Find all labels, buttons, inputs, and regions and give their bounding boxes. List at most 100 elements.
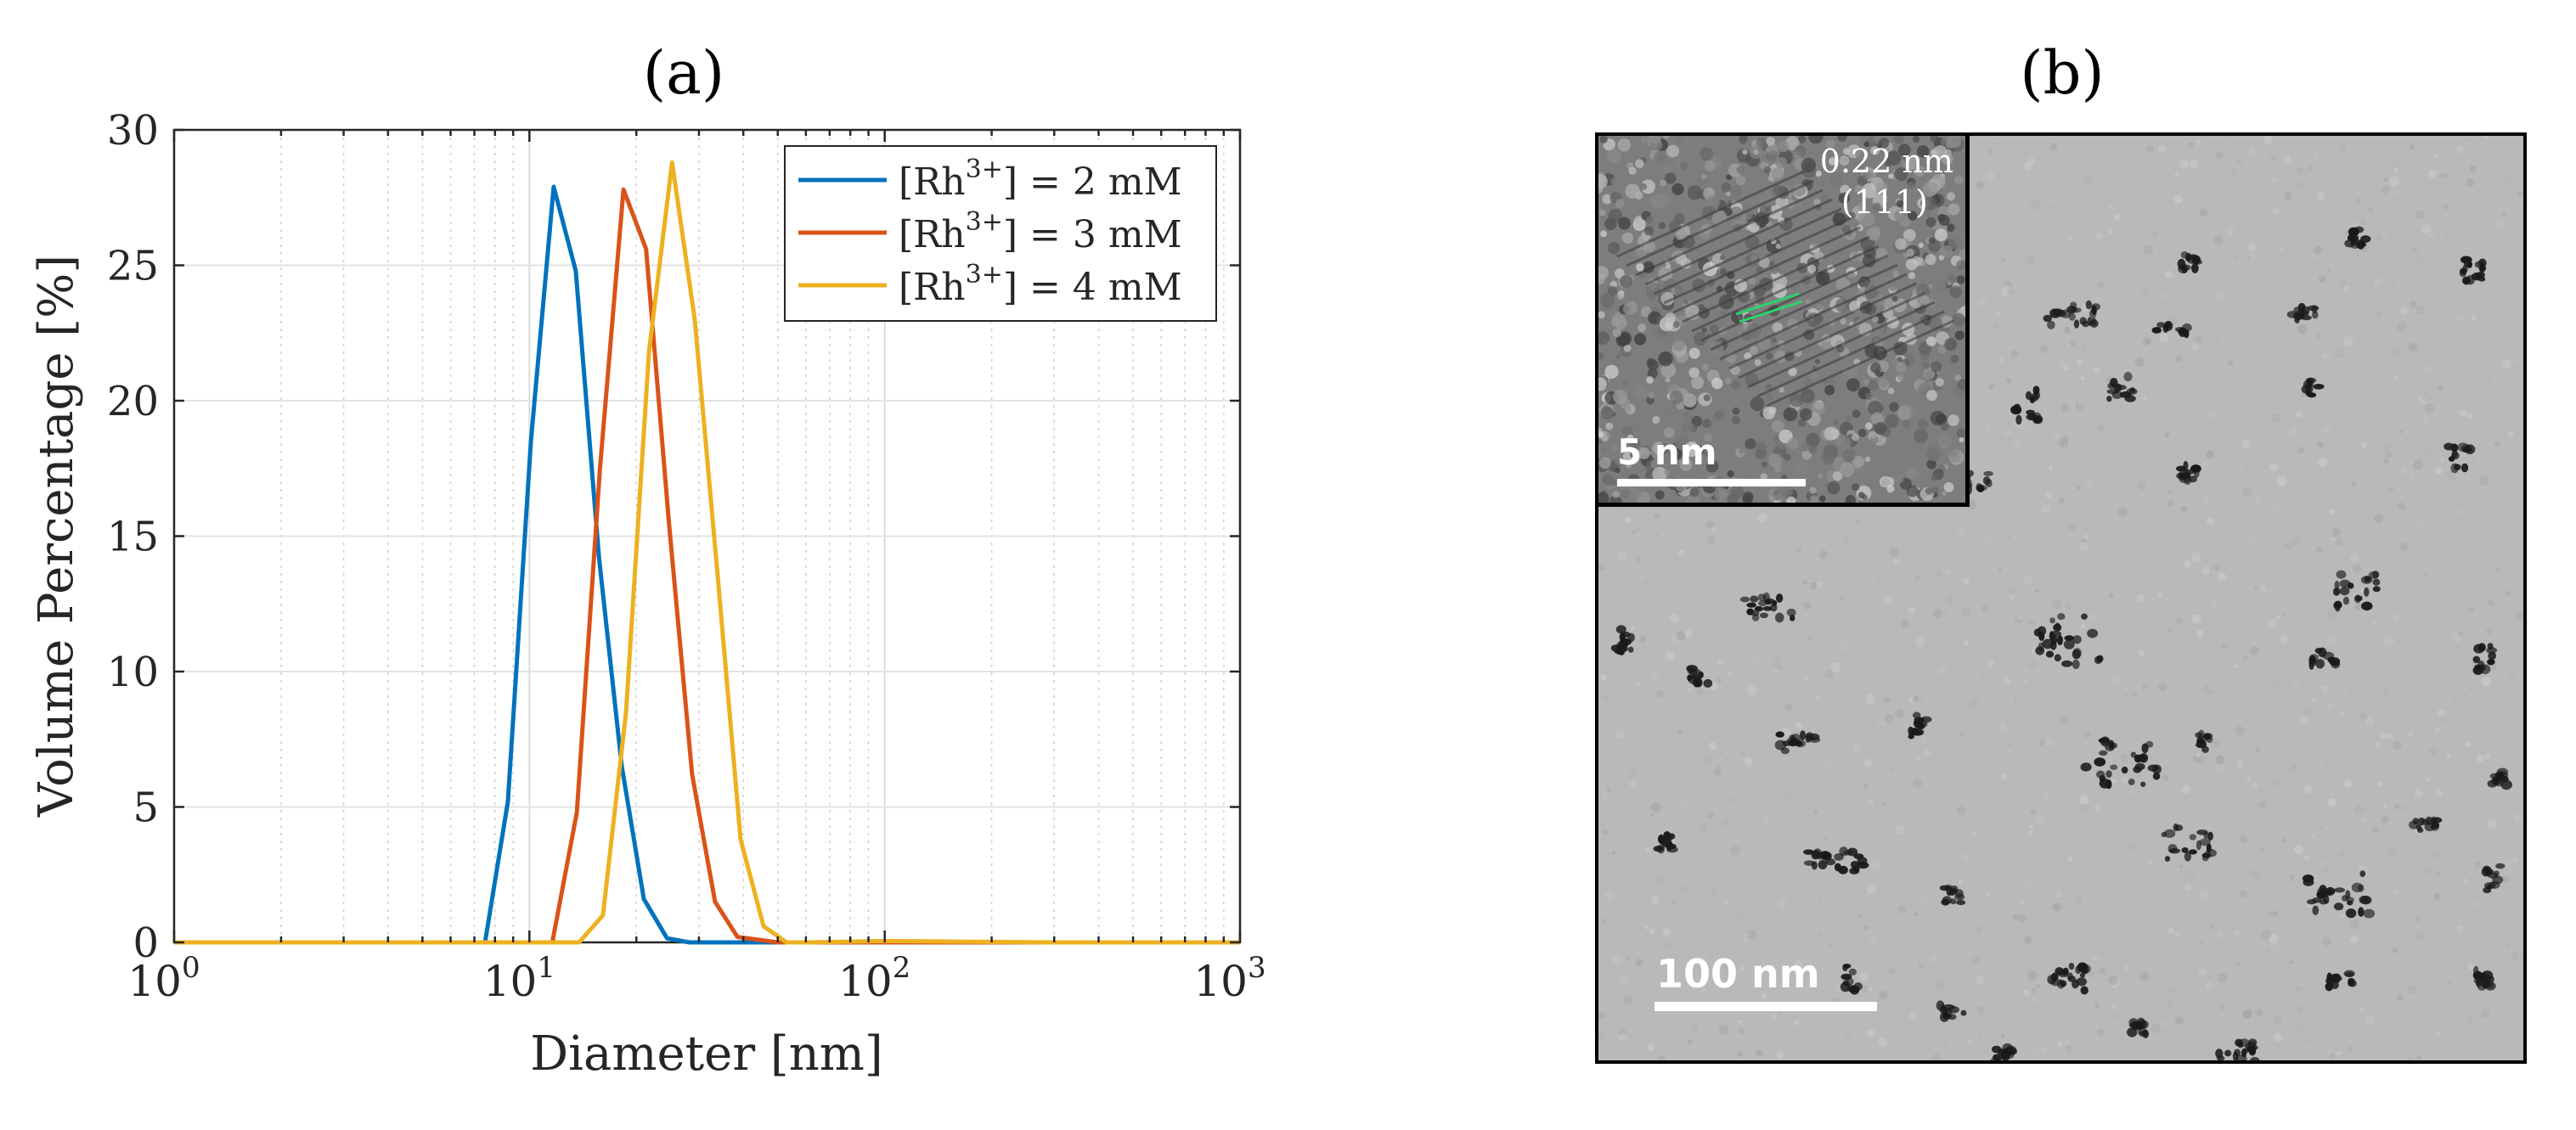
nanoparticle	[2043, 314, 2052, 323]
tem-noise	[2314, 245, 2322, 255]
tem-noise	[2350, 919, 2360, 930]
tem-noise	[2164, 270, 2173, 279]
hrtem-noise	[1615, 199, 1625, 208]
tem-noise	[1977, 1032, 1983, 1037]
nanoparticle	[2354, 595, 2363, 602]
hrtem-noise	[1935, 378, 1944, 387]
nanoparticle	[2477, 643, 2486, 652]
tem-noise	[2181, 784, 2190, 794]
hrtem-noise	[1674, 136, 1683, 144]
nanoparticle	[2105, 779, 2112, 790]
tem-noise	[2406, 985, 2416, 995]
tem-noise	[1912, 778, 1923, 789]
tem-noise	[2392, 947, 2398, 953]
tem-noise	[2341, 711, 2345, 716]
tem-noise	[2441, 181, 2450, 190]
tem-noise	[2094, 805, 2100, 811]
tem-noise	[1680, 801, 1688, 809]
nanoparticle	[2237, 1042, 2244, 1048]
tem-noise	[2327, 798, 2336, 807]
nanoparticle	[1692, 678, 1701, 687]
hrtem-noise	[1865, 422, 1873, 430]
tem-noise	[2139, 464, 2146, 470]
hrtem-noise	[1937, 345, 1947, 354]
tem-noise	[2515, 610, 2523, 620]
tem-noise	[2210, 925, 2215, 930]
tem-noise	[1881, 802, 1885, 807]
hrtem-noise	[1852, 433, 1859, 441]
tem-noise	[2199, 940, 2203, 945]
tem-noise	[2005, 378, 2011, 384]
tem-noise	[1719, 757, 1724, 762]
tem-noise	[1608, 889, 1612, 894]
tem-noise	[1616, 507, 1621, 512]
tem-noise	[2167, 927, 2174, 935]
tem-noise	[2085, 479, 2093, 486]
tem-noise	[1598, 1030, 1607, 1040]
tem-noise	[1745, 641, 1754, 649]
tem-noise	[2433, 154, 2439, 159]
hrtem-noise	[1602, 194, 1612, 205]
nanoparticle	[2472, 655, 2481, 664]
tem-noise	[2335, 537, 2344, 546]
tem-noise	[2055, 891, 2062, 898]
tem-noise	[2215, 151, 2224, 160]
tem-noise	[2215, 755, 2225, 765]
tem-noise	[2190, 343, 2199, 351]
tem-noise	[2023, 575, 2033, 585]
nanoparticle	[1942, 1014, 1952, 1020]
hrtem-noise	[1621, 232, 1634, 244]
hrtem-noise	[1598, 457, 1611, 469]
nanoparticle	[2081, 613, 2088, 620]
tem-noise	[2108, 593, 2114, 599]
tem-noise	[2255, 1009, 2263, 1017]
tem-noise	[2347, 1046, 2353, 1052]
tem-noise	[2415, 305, 2426, 315]
tem-noise	[1624, 1019, 1632, 1026]
nanoparticle	[2057, 613, 2066, 621]
nanoparticle	[2123, 371, 2133, 382]
tem-noise	[1963, 875, 1972, 884]
lattice-fringe	[1682, 235, 1870, 323]
nanoparticle	[2130, 751, 2137, 758]
hrtem-noise	[1806, 433, 1820, 447]
tem-noise	[2499, 684, 2507, 693]
tem-noise	[2283, 155, 2292, 163]
hrtem-noise	[1852, 483, 1860, 492]
tem-noise	[2468, 606, 2475, 613]
tem-noise	[1639, 635, 1646, 643]
hrtem-noise	[1916, 145, 1930, 158]
hrtem-noise	[1905, 258, 1918, 271]
nanoparticle	[2201, 855, 2209, 862]
tem-noise	[2393, 1029, 2399, 1035]
tem-noise	[2352, 564, 2362, 574]
tem-noise	[1681, 637, 1686, 642]
tem-noise	[1822, 642, 1832, 652]
tem-noise	[1813, 810, 1819, 816]
tem-noise	[2058, 498, 2065, 504]
tem-noise	[2289, 960, 2293, 965]
hrtem-noise	[1923, 196, 1937, 211]
hrtem-noise	[1698, 304, 1705, 311]
tem-noise	[2067, 522, 2077, 531]
tem-noise	[2110, 1004, 2117, 1011]
hrtem-noise	[1787, 437, 1799, 450]
nanoparticle	[2121, 766, 2128, 774]
tem-noise	[2198, 889, 2209, 899]
tem-noise	[1784, 703, 1793, 711]
tem-noise	[2074, 895, 2083, 903]
tem-noise	[2412, 518, 2422, 528]
tem-noise	[2067, 856, 2074, 863]
nanoparticle	[2293, 312, 2304, 320]
tem-noise	[2208, 411, 2217, 419]
tem-noise	[2376, 311, 2382, 318]
tem-noise	[2483, 136, 2489, 140]
hrtem-noise	[1923, 208, 1931, 217]
tem-noise	[1626, 955, 1632, 961]
tem-noise	[2214, 400, 2220, 407]
nanoparticle	[2339, 587, 2350, 596]
tem-noise	[2159, 333, 2169, 343]
tem-noise	[2134, 357, 2145, 368]
tem-noise	[2462, 878, 2468, 884]
hrtem-noise	[1665, 377, 1671, 383]
